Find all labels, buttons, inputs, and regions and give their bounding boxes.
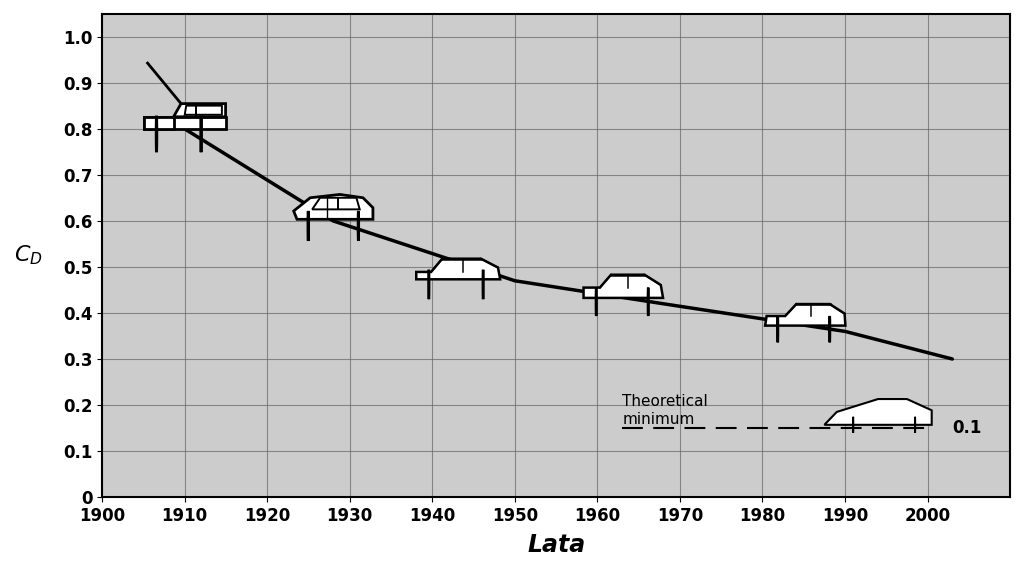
Text: Theoretical
minimum: Theoretical minimum (623, 394, 708, 427)
Polygon shape (584, 275, 663, 298)
Polygon shape (294, 195, 373, 219)
Polygon shape (144, 117, 174, 129)
Polygon shape (174, 103, 225, 117)
Polygon shape (824, 399, 932, 425)
Polygon shape (416, 259, 500, 279)
X-axis label: Lata: Lata (527, 533, 586, 557)
Polygon shape (144, 117, 225, 129)
Text: 0.1: 0.1 (952, 419, 982, 437)
Y-axis label: $C_D$: $C_D$ (14, 244, 43, 267)
Polygon shape (765, 304, 846, 325)
